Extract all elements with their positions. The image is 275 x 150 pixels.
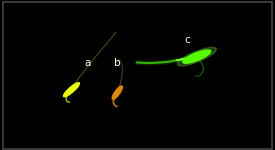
Ellipse shape: [112, 86, 122, 99]
Text: b: b: [114, 58, 121, 68]
Ellipse shape: [64, 83, 79, 97]
Text: c: c: [185, 35, 190, 45]
Ellipse shape: [183, 50, 211, 63]
Ellipse shape: [177, 47, 216, 66]
Text: a: a: [84, 58, 91, 68]
